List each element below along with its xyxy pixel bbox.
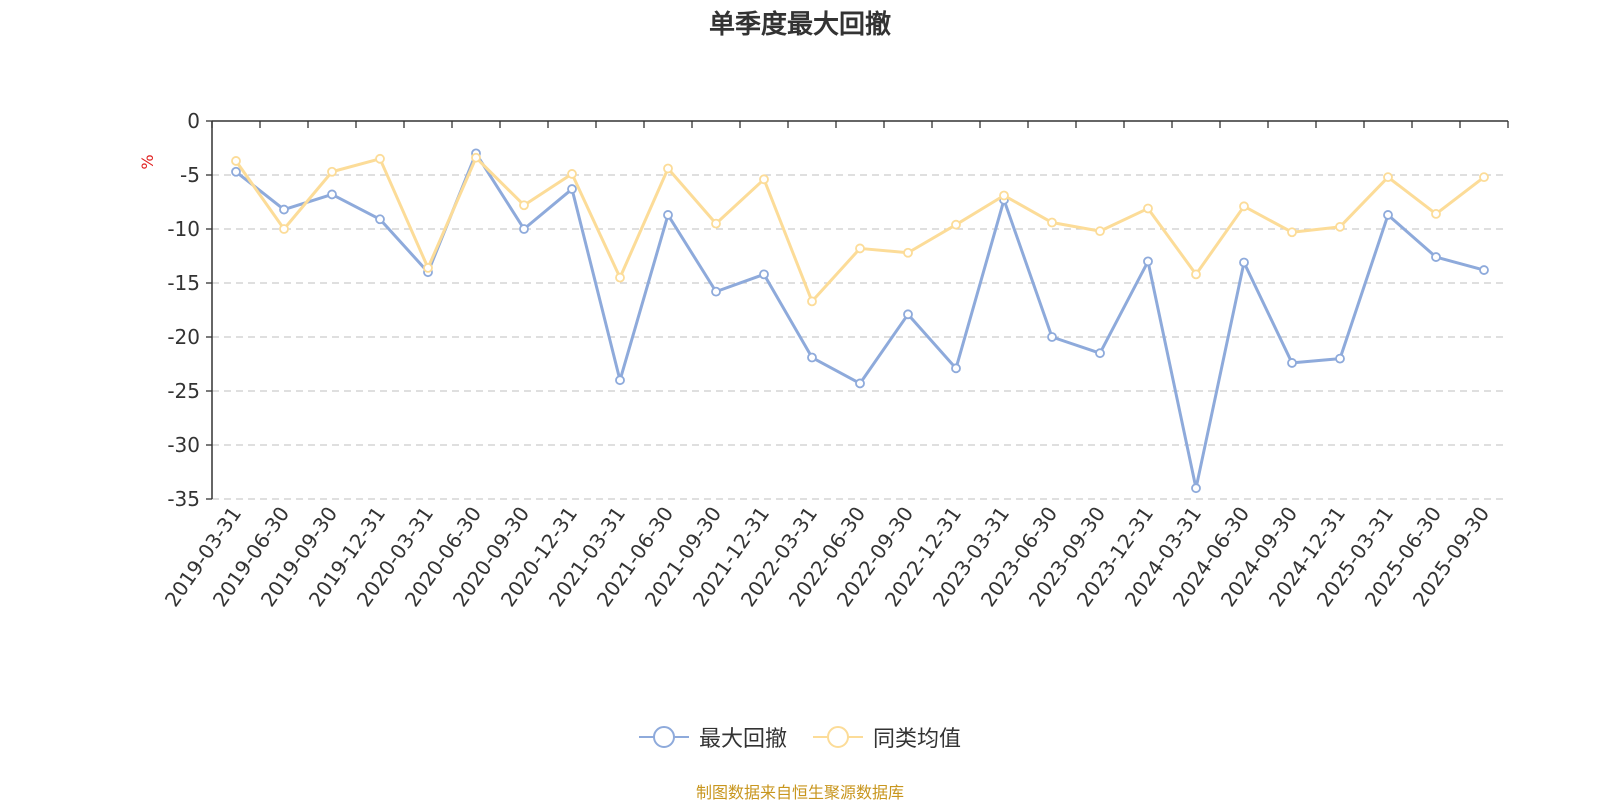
data-point-series-1: [519, 224, 529, 234]
data-point-series-1: [711, 286, 721, 297]
data-point-series-1: [279, 204, 289, 215]
y-tick-label: 0: [187, 109, 200, 133]
data-point-series-1: [1479, 265, 1489, 275]
axes: [206, 120, 1509, 500]
legend-line-circle-icon: [813, 726, 863, 748]
data-point-series-2: [663, 163, 673, 174]
data-point-series-2: [1431, 208, 1441, 219]
data-point-series-1: [1143, 256, 1153, 267]
data-point-series-1: [1383, 210, 1393, 220]
legend-line-circle-icon: [638, 726, 689, 748]
data-point-series-2: [903, 247, 913, 258]
data-point-series-1: [615, 375, 625, 386]
legend: 最大回撤 同类均值: [0, 722, 1600, 752]
data-point-series-2: [1143, 203, 1153, 214]
data-point-series-2: [1479, 172, 1489, 183]
data-point-series-2: [423, 262, 433, 273]
data-point-series-2: [1287, 227, 1297, 238]
data-point-series-2: [759, 174, 769, 185]
legend-label: 同类均值: [873, 727, 962, 752]
source-note: 制图数据来自恒生聚源数据库: [695, 783, 904, 802]
data-point-series-1: [1191, 483, 1201, 494]
data-point-series-2: [471, 152, 481, 163]
data-point-series-2: [999, 190, 1009, 201]
data-point-series-1: [231, 166, 241, 177]
y-tick-label: -10: [167, 217, 200, 241]
data-point-series-1: [855, 378, 865, 389]
y-tick-label: -35: [167, 487, 200, 511]
y-axis-unit-label: %: [138, 154, 157, 169]
data-point-series-2: [1047, 217, 1057, 228]
data-point-series-1: [567, 184, 577, 194]
data-point-series-2: [711, 218, 721, 229]
series-line-1: [235, 151, 1485, 490]
data-point-series-2: [567, 169, 577, 179]
data-point-series-2: [1191, 269, 1201, 280]
series-lines: [231, 148, 1489, 494]
y-tick-label: -5: [180, 163, 200, 187]
data-point-series-1: [1431, 252, 1441, 262]
data-point-series-1: [663, 210, 673, 220]
data-point-series-2: [519, 200, 529, 211]
data-point-series-1: [327, 189, 337, 200]
data-point-series-2: [951, 219, 961, 230]
data-point-series-1: [1095, 348, 1105, 359]
y-tick-label: -30: [167, 433, 200, 457]
data-point-series-1: [1335, 353, 1345, 364]
legend-label: 最大回撤: [698, 727, 787, 752]
x-tick-labels: 2019-03-312019-06-302019-09-302019-12-31…: [160, 502, 1494, 611]
chart-title: 单季度最大回撤: [708, 10, 891, 40]
data-point-series-1: [1239, 257, 1249, 268]
data-point-series-1: [375, 214, 385, 225]
data-point-series-2: [327, 166, 337, 177]
y-tick-label: -20: [167, 325, 200, 349]
data-point-series-2: [615, 272, 625, 283]
data-point-series-1: [1287, 358, 1297, 368]
data-point-series-2: [1239, 201, 1249, 212]
data-point-series-2: [1095, 226, 1105, 237]
data-point-series-2: [279, 224, 289, 234]
data-point-series-2: [375, 153, 385, 164]
data-point-series-1: [759, 269, 769, 280]
data-point-series-2: [1335, 221, 1345, 232]
data-point-series-2: [231, 156, 241, 166]
data-point-series-1: [1047, 332, 1057, 342]
legend-item-series-1[interactable]: 最大回撤: [638, 721, 787, 753]
data-point-series-2: [807, 296, 817, 307]
y-tick-label: -25: [167, 379, 200, 403]
data-point-series-1: [807, 352, 817, 363]
data-point-series-2: [1383, 172, 1393, 183]
y-tick-labels: 0 -5 -10 -15 -20 -25 -30 -35: [167, 109, 200, 511]
data-point-series-2: [855, 243, 865, 254]
data-point-series-1: [951, 363, 961, 374]
y-tick-label: -15: [167, 271, 200, 295]
grid-lines: [212, 174, 1508, 500]
legend-item-series-2[interactable]: 同类均值: [813, 721, 961, 753]
data-point-series-1: [903, 309, 913, 320]
